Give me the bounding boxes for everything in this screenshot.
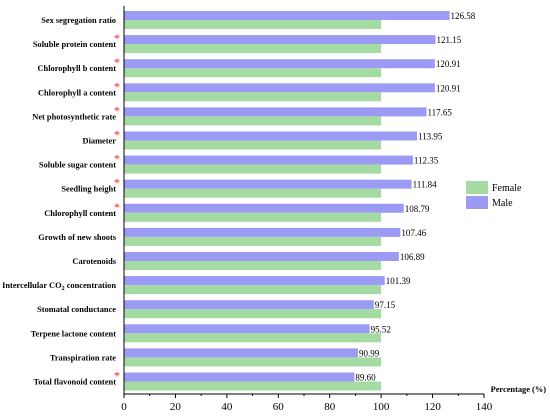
category-label: Chlorophyll a content [38,88,116,97]
x-tick-label: 60 [273,401,285,413]
bar-male [124,155,413,165]
bar-male [124,83,435,93]
bar-female [124,44,382,54]
data-label: 97.15 [375,300,396,310]
bar-female [124,309,382,319]
category-label: Terpene lactone content [31,329,116,338]
bar-male [124,131,418,141]
legend-label-female: Female [492,183,522,194]
data-label: 120.91 [436,83,461,93]
bar-female [124,212,382,222]
bar-male [124,227,401,237]
significance-star: * [114,31,120,45]
category-label: Stomatal conductance [37,305,116,314]
bar-male [124,276,385,286]
data-label: 89.60 [355,373,376,383]
bar-female [124,164,382,174]
x-tick-label: 140 [476,401,493,413]
category-label: Soluble protein content [33,40,116,49]
significance-star: * [114,152,120,166]
x-tick-label: 0 [121,401,127,413]
bar-male [124,300,374,310]
category-label: Intercellular CO2 concentration [2,281,116,292]
category-label: Sex segregation ratio [41,16,116,25]
bar-male [124,252,399,261]
bar-male [124,203,404,213]
bar-female [124,92,382,102]
significance-star: * [114,200,120,214]
legend-label-male: Male [492,198,513,209]
category-label: Transpiration rate [50,353,116,362]
data-label: 95.52 [371,324,391,334]
significance-star: * [114,55,120,69]
bar-female [124,357,382,367]
x-axis: 0 20 40 60 80 100 120 140 [121,393,493,413]
bar-female [124,116,382,126]
x-tick-label: 120 [424,401,441,413]
bar-female [124,188,382,198]
bar-male [124,179,412,189]
bar-male [124,11,450,20]
category-label: Chlorophyll content [44,209,116,218]
bar-female [124,68,382,78]
bar-male [124,59,435,69]
category-label: Net photosynthetic rate [32,112,116,121]
bar-male [124,35,436,45]
category-label: Diameter [83,137,117,146]
bar-female [124,236,382,246]
significance-star: * [114,103,120,117]
legend-swatch-female [466,181,488,194]
data-label: 106.89 [400,252,425,262]
legend-swatch-male [466,196,488,209]
data-label: 112.35 [414,156,439,166]
data-label: 111.84 [413,180,438,190]
data-label: 120.91 [436,59,461,69]
bar-female [124,20,382,29]
data-label: 107.46 [401,228,426,238]
x-tick-label: 20 [170,401,182,413]
significance-star: * [114,176,120,190]
data-label: 90.99 [359,348,380,358]
x-axis-title: Percentage (%) [491,385,547,394]
data-label: 126.58 [450,11,475,21]
significance-star: * [114,369,120,383]
data-label: 101.39 [386,276,411,286]
bar-female [124,285,382,295]
data-label: 108.79 [405,204,430,214]
bar-female [124,261,382,270]
x-tick-label: 40 [221,401,233,413]
category-label: Growth of new shoots [38,233,117,242]
x-tick-label: 100 [373,401,390,413]
category-label: Chlorophyll b content [38,64,117,73]
significance-star: * [114,79,120,93]
category-label: Seedling height [61,185,116,194]
category-label: Carotenoids [72,257,116,266]
bar-male [124,324,370,334]
plot-area: 126.58 Sex segregation ratio 121.15 Soluble… [2,6,476,394]
significance-star: * [114,128,120,142]
data-label: 113.95 [418,132,443,142]
bar-male [124,348,358,358]
category-label: Total flavonoid content [33,378,116,387]
data-label: 121.15 [437,35,462,45]
x-tick-label: 80 [324,401,336,413]
bar-male [124,107,427,117]
bar-female [124,140,382,150]
bar-female [124,381,382,391]
data-label: 117.65 [428,107,453,117]
bar-male [124,372,355,382]
bar-female [124,333,382,343]
category-label: Soluble sugar content [39,161,116,170]
legend: Female Male [466,181,522,209]
